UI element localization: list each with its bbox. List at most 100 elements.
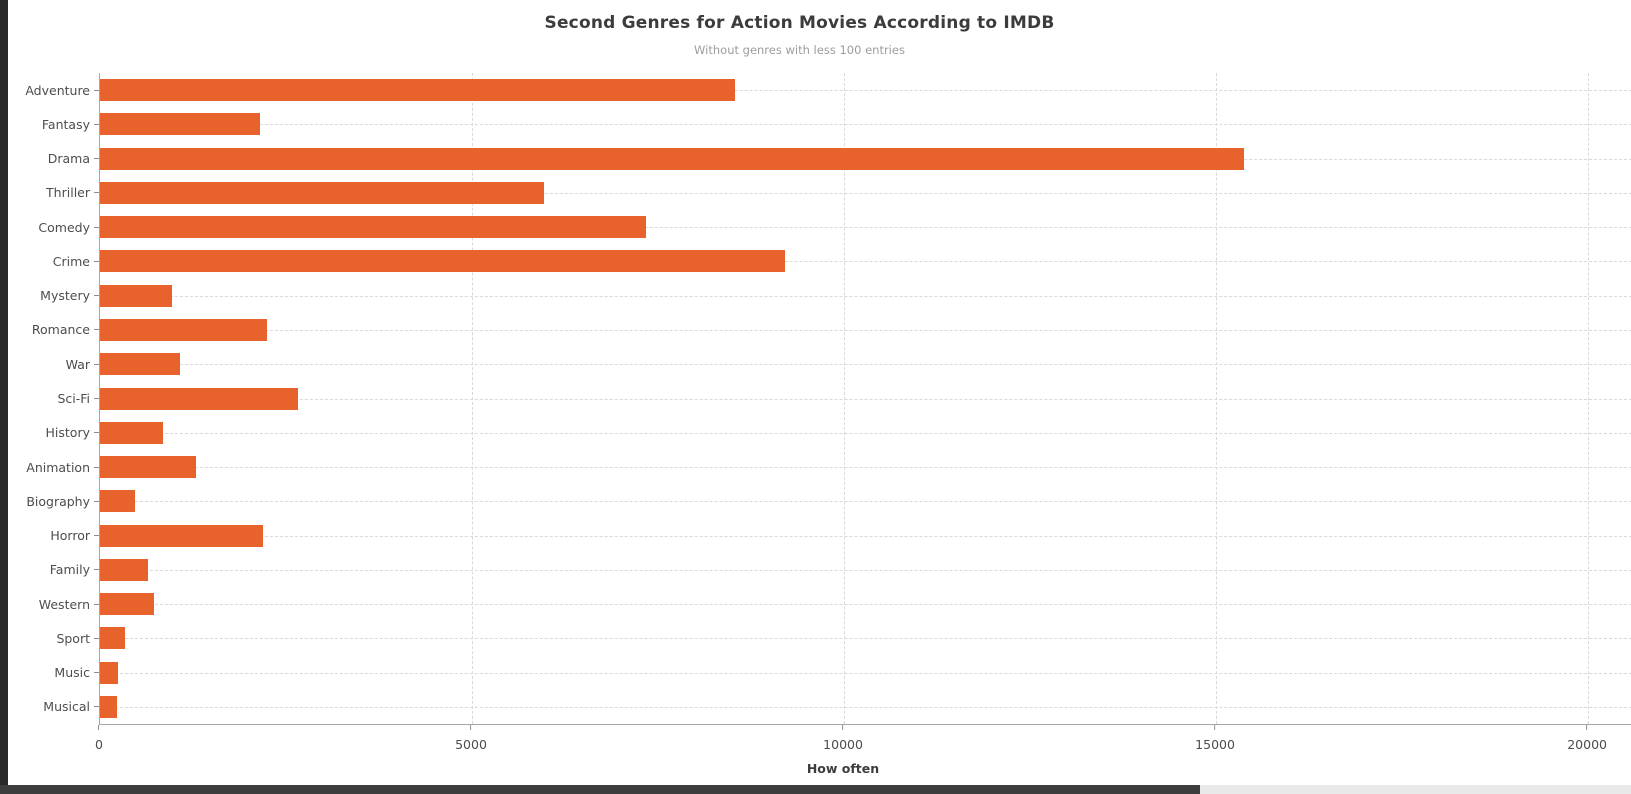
grid-line-horizontal	[100, 90, 1631, 92]
bar-row-biography	[100, 484, 1631, 518]
bar-row-sport	[100, 621, 1631, 655]
bar-row-thriller	[100, 176, 1631, 210]
y-tick-label-history: History	[8, 416, 99, 450]
y-tick-label-biography: Biography	[8, 484, 99, 518]
y-tick-label-text: Horror	[50, 528, 90, 544]
bar-row-war	[100, 347, 1631, 381]
bar-row-romance	[100, 313, 1631, 347]
y-tick-label-war: War	[8, 347, 99, 381]
grid-line-vertical	[472, 73, 474, 724]
x-tick-mark	[98, 725, 100, 730]
bar-western	[100, 593, 155, 616]
bar-crime	[100, 250, 786, 273]
grid-line-horizontal	[100, 638, 1631, 640]
y-tick-label-text: Crime	[52, 253, 90, 269]
y-tick-label-adventure: Adventure	[8, 73, 99, 107]
y-tick-label-western: Western	[8, 587, 99, 621]
bar-row-animation	[100, 450, 1631, 484]
grid-line-horizontal	[100, 706, 1631, 708]
bar-comedy	[100, 216, 647, 239]
chart-subtitle: Without genres with less 100 entries	[694, 43, 905, 57]
y-tick-label-music: Music	[8, 656, 99, 690]
grid-line-horizontal	[100, 124, 1631, 126]
x-tick-15000: 15000	[1195, 725, 1235, 752]
x-tick-mark	[842, 725, 844, 730]
y-tick-label-text: Biography	[26, 493, 90, 509]
horizontal-scrollbar[interactable]	[0, 785, 1631, 794]
y-tick-label-sci-fi: Sci-Fi	[8, 381, 99, 415]
bar-row-western	[100, 587, 1631, 621]
left-panel-edge	[0, 0, 8, 794]
bar-row-sci-fi	[100, 381, 1631, 415]
grid-line-vertical	[1216, 73, 1218, 724]
y-tick-mark	[94, 158, 99, 160]
bar-war	[100, 353, 181, 376]
y-tick-mark	[94, 123, 99, 125]
grid-line-horizontal	[100, 432, 1631, 434]
bar-row-adventure	[100, 73, 1631, 107]
grid-line-horizontal	[100, 329, 1631, 331]
y-tick-mark	[94, 89, 99, 91]
y-tick-label-romance: Romance	[8, 313, 99, 347]
y-tick-label-text: Drama	[47, 151, 90, 167]
grid-line-vertical	[1588, 73, 1590, 724]
bar-row-history	[100, 416, 1631, 450]
y-tick-label-horror: Horror	[8, 518, 99, 552]
y-tick-mark	[94, 500, 99, 502]
y-tick-label-family: Family	[8, 553, 99, 587]
y-tick-label-text: Adventure	[25, 82, 90, 98]
y-tick-mark	[94, 466, 99, 468]
y-tick-label-thriller: Thriller	[8, 176, 99, 210]
x-tick-0: 0	[95, 725, 103, 752]
y-tick-label-text: Musical	[43, 699, 90, 715]
bar-mystery	[100, 284, 173, 307]
x-axis-title: How often	[806, 761, 880, 776]
scrollbar-thumb[interactable]	[0, 785, 1200, 794]
grid-line-horizontal	[100, 467, 1631, 469]
y-tick-label-sport: Sport	[8, 621, 99, 655]
grid-line-horizontal	[100, 398, 1631, 400]
x-tick-10000: 10000	[823, 725, 863, 752]
x-tick-label: 10000	[823, 737, 863, 752]
y-tick-mark	[94, 226, 99, 228]
bar-adventure	[100, 79, 736, 102]
chart-header: Second Genres for Action Movies Accordin…	[8, 13, 1591, 57]
y-tick-label-text: History	[45, 425, 90, 441]
bar-sci-fi	[100, 387, 298, 410]
y-tick-label-text: Mystery	[40, 288, 90, 304]
x-tick-label: 0	[95, 737, 103, 752]
bar-row-horror	[100, 518, 1631, 552]
y-tick-label-crime: Crime	[8, 244, 99, 278]
y-tick-label-text: Family	[49, 562, 90, 578]
grid-line-horizontal	[100, 364, 1631, 366]
y-tick-mark	[94, 603, 99, 605]
x-tick-mark	[470, 725, 472, 730]
grid-line-horizontal	[100, 295, 1631, 297]
y-tick-label-text: Animation	[26, 459, 90, 475]
grid-line-horizontal	[100, 535, 1631, 537]
x-tick-label: 5000	[455, 737, 487, 752]
grid-line-horizontal	[100, 604, 1631, 606]
bar-drama	[100, 147, 1245, 170]
y-tick-label-text: Thriller	[46, 185, 90, 201]
bar-row-drama	[100, 142, 1631, 176]
chart-title: Second Genres for Action Movies Accordin…	[544, 13, 1055, 33]
bar-row-crime	[100, 244, 1631, 278]
y-tick-mark	[94, 432, 99, 434]
y-tick-mark	[94, 637, 99, 639]
y-tick-mark	[94, 295, 99, 297]
y-tick-mark	[94, 398, 99, 400]
bar-biography	[100, 490, 135, 513]
bar-row-family	[100, 553, 1631, 587]
y-tick-mark	[94, 672, 99, 674]
grid-line-horizontal	[100, 501, 1631, 503]
y-tick-label-mystery: Mystery	[8, 279, 99, 313]
bar-fantasy	[100, 113, 260, 136]
y-tick-mark	[94, 192, 99, 194]
y-tick-label-text: Fantasy	[41, 116, 90, 132]
y-tick-label-animation: Animation	[8, 450, 99, 484]
plot-area	[99, 73, 1631, 725]
bar-sport	[100, 627, 125, 650]
y-tick-label-text: War	[65, 356, 90, 372]
